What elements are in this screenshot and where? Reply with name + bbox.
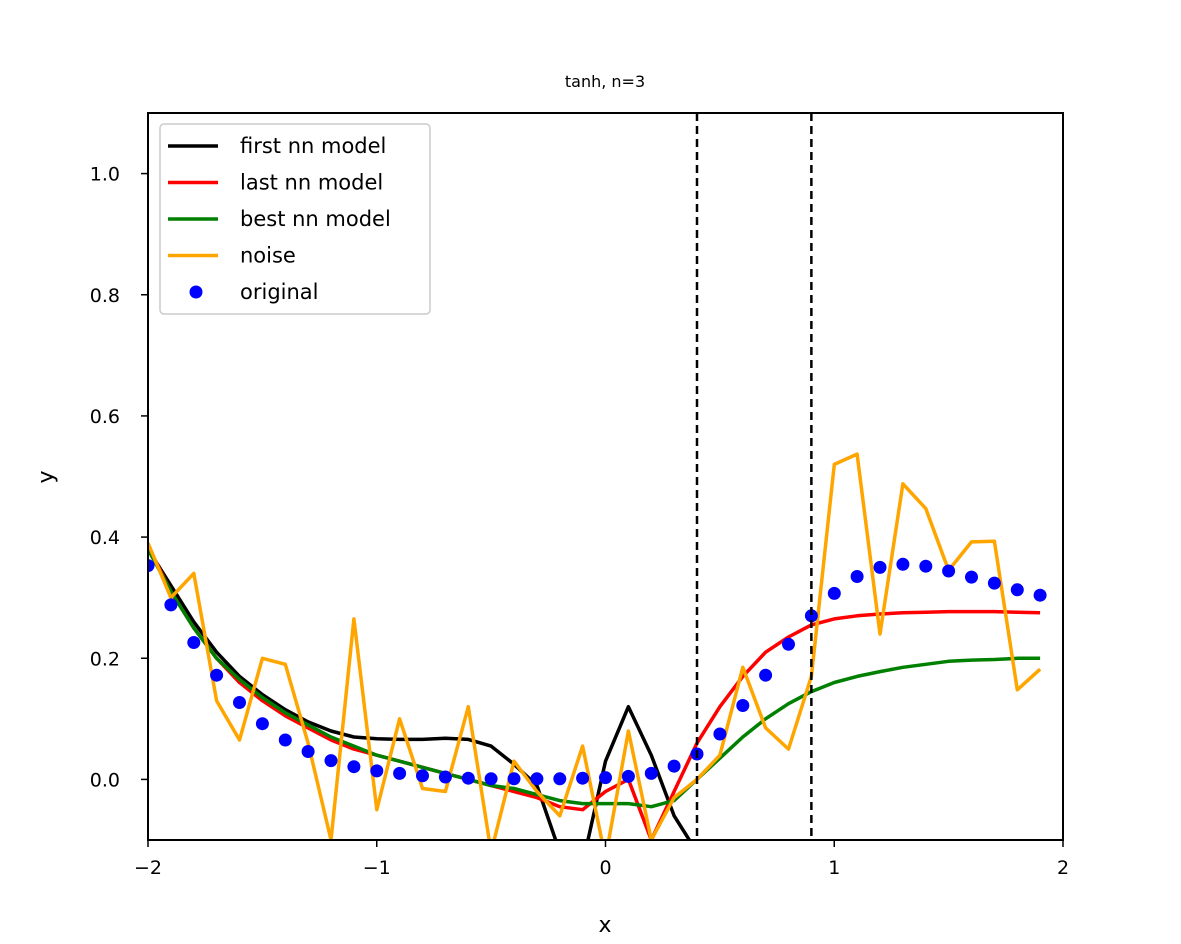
original-point — [324, 754, 338, 768]
original-point — [187, 636, 201, 649]
original-point — [278, 733, 292, 747]
original-point — [644, 766, 658, 780]
noise-line — [148, 452, 1042, 840]
original-point — [301, 745, 315, 758]
original-point — [507, 772, 521, 786]
x-tick-label: 2 — [1057, 857, 1069, 879]
original-point — [438, 770, 452, 784]
original-point — [576, 771, 590, 785]
legend-label: last nn model — [240, 171, 383, 195]
original-point — [370, 764, 384, 778]
legend-label: noise — [240, 244, 296, 268]
original-point — [599, 771, 612, 785]
legend-label: original — [240, 280, 319, 304]
original-point — [896, 557, 910, 571]
y-tick-label: 0.2 — [90, 648, 120, 670]
legend-box — [159, 123, 431, 315]
original-point — [1010, 583, 1024, 597]
legend-label: first nn model — [240, 134, 386, 158]
first-nn-model-line — [148, 548, 692, 840]
original-point — [713, 727, 727, 741]
plot-area — [148, 113, 1047, 840]
original-point — [347, 760, 361, 774]
x-tick-label: 0 — [599, 857, 611, 879]
original-point — [255, 717, 269, 731]
original-point — [827, 586, 841, 600]
original-point — [553, 772, 567, 786]
original-point — [233, 696, 246, 709]
axis-ticks: −2 −1 0 1 2 0.0 0.2 0.4 0.6 0.8 1.0 — [90, 164, 1069, 879]
original-point — [530, 772, 544, 786]
original-point — [782, 637, 795, 651]
original-point — [393, 766, 407, 780]
original-point — [919, 559, 933, 573]
y-tick-label: 0.8 — [90, 285, 120, 307]
original-point — [1033, 588, 1047, 602]
original-point — [736, 699, 750, 712]
legend: first nn model last nn model best nn model… — [159, 123, 431, 315]
legend-swatch — [189, 285, 203, 299]
legend-label: best nn model — [240, 207, 391, 231]
original-point — [873, 560, 887, 574]
chart-title: tanh, n=3 — [565, 72, 645, 91]
x-tick-label: −1 — [363, 857, 391, 879]
x-tick-label: 1 — [828, 857, 840, 879]
original-point — [164, 598, 178, 612]
original-point — [667, 759, 681, 773]
original-point — [804, 609, 818, 623]
x-tick-label: −2 — [134, 857, 162, 879]
original-point — [416, 769, 429, 783]
original-point — [965, 570, 978, 584]
y-tick-label: 0.0 — [90, 769, 120, 791]
y-tick-label: 0.4 — [90, 527, 120, 549]
y-tick-label: 0.6 — [90, 406, 120, 428]
original-point — [942, 564, 956, 578]
original-point — [987, 576, 1001, 590]
original-point — [621, 769, 635, 783]
original-point — [759, 668, 773, 682]
original-point — [461, 771, 475, 785]
original-point — [850, 570, 864, 583]
original-point — [210, 668, 224, 682]
y-tick-label: 1.0 — [90, 164, 120, 186]
x-axis-label: x — [598, 913, 611, 938]
original-point — [148, 559, 155, 573]
y-axis-label: y — [34, 470, 59, 483]
original-point — [484, 772, 498, 786]
